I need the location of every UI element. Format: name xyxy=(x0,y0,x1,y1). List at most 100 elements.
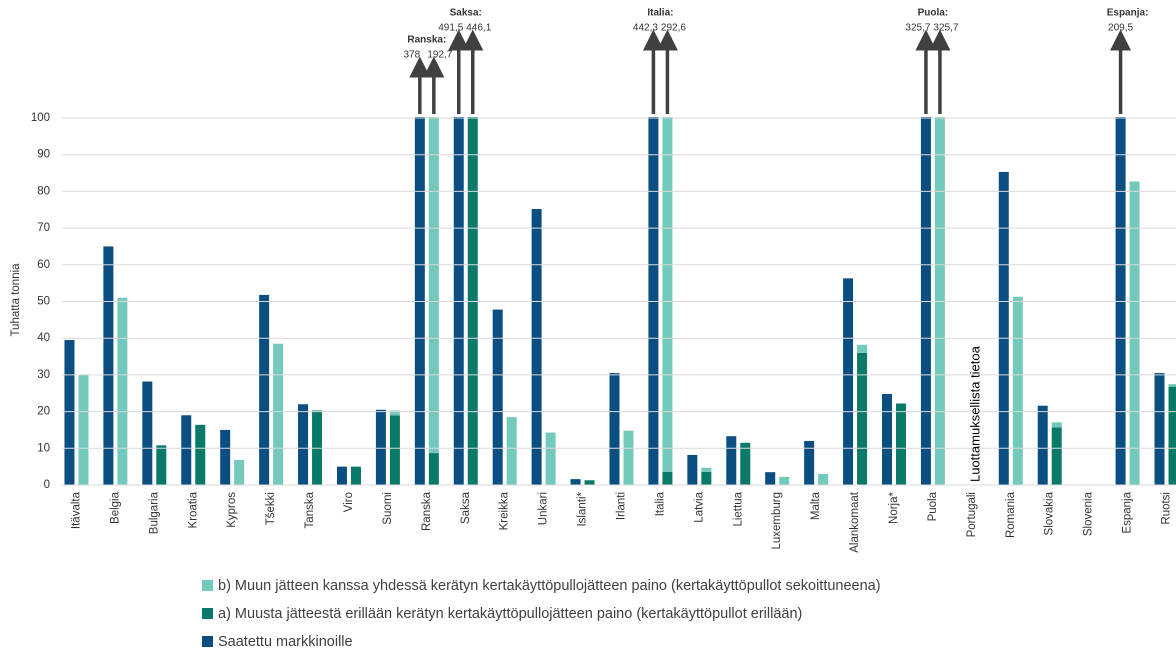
bar xyxy=(375,409,386,485)
bar xyxy=(1037,405,1048,485)
x-tick-label: Kroatia xyxy=(187,491,199,528)
bar xyxy=(726,436,737,485)
y-axis-label: Tuhatta tonnia xyxy=(10,263,22,337)
y-tick-label: 0 xyxy=(44,479,50,491)
bar xyxy=(881,393,892,485)
bar-segment xyxy=(156,445,167,485)
x-tick-label: Irlanti xyxy=(616,492,628,520)
bar-segment xyxy=(273,343,284,485)
x-tick-label: Espanja xyxy=(1122,491,1134,533)
annotation-title: Espanja: xyxy=(1107,8,1149,19)
y-tick-label: 50 xyxy=(37,296,50,308)
bar-segment xyxy=(545,432,556,485)
bar xyxy=(570,479,581,485)
y-tick-label: 60 xyxy=(37,259,50,271)
y-tick-label: 70 xyxy=(37,222,50,234)
bar-segment xyxy=(1012,296,1023,485)
legend-swatch xyxy=(202,580,213,591)
x-tick-label: Kypros xyxy=(226,492,238,528)
bar xyxy=(998,171,1009,485)
bar-segment xyxy=(389,415,400,485)
annotation-label: 325,7 xyxy=(905,23,930,34)
x-tick-label: Viro xyxy=(343,492,355,512)
y-tick-label: 20 xyxy=(37,406,50,418)
bar xyxy=(492,309,503,485)
x-tick-label: Malta xyxy=(810,491,822,520)
bar xyxy=(804,440,815,485)
bar xyxy=(103,246,114,485)
legend-swatch xyxy=(202,636,213,647)
bar xyxy=(687,454,698,485)
x-tick-label: Ruotsi xyxy=(1161,492,1173,525)
legend-swatch xyxy=(202,608,213,619)
bar xyxy=(64,340,75,485)
legend-label: a) Muusta jätteestä erillään kerätyn ker… xyxy=(218,606,802,622)
annotation-label: 378 xyxy=(403,50,420,61)
bar-segment xyxy=(117,297,128,485)
bar xyxy=(765,472,776,485)
annotation-label: 325,7 xyxy=(933,23,958,34)
bar xyxy=(1154,373,1165,485)
bar-segment xyxy=(312,410,323,485)
bar-segment xyxy=(779,476,790,485)
bar-segment xyxy=(818,473,829,485)
bar-segment xyxy=(428,453,439,485)
bar-segment xyxy=(1168,386,1176,485)
bar xyxy=(609,373,620,485)
bar-segment xyxy=(1129,181,1140,485)
bar xyxy=(336,466,347,485)
y-tick-label: 90 xyxy=(37,149,50,161)
x-tick-label: Unkari xyxy=(538,492,550,525)
y-tick-label: 10 xyxy=(37,442,50,454)
y-tick-label: 30 xyxy=(37,369,50,381)
bar xyxy=(843,278,854,485)
plot-area xyxy=(64,117,1176,486)
annotation-title: Puola: xyxy=(918,8,949,19)
legend-label: Saatettu markkinoille xyxy=(218,634,353,650)
bar-segment xyxy=(623,430,634,485)
annotation-label: 292,6 xyxy=(661,23,686,34)
bar-segment xyxy=(1051,427,1062,485)
annotation-title: Italia: xyxy=(647,8,673,19)
bar xyxy=(298,404,309,485)
bar-segment xyxy=(428,117,439,454)
bar-segment xyxy=(389,410,400,416)
annotation-title: Ranska: xyxy=(407,35,446,46)
bar-segment xyxy=(78,374,89,485)
bar-segment xyxy=(506,417,517,485)
bar-segment xyxy=(662,471,673,485)
y-tick-label: 40 xyxy=(37,332,50,344)
x-tick-label: Luxemburg xyxy=(771,492,783,550)
annotation-label: 446,1 xyxy=(466,23,491,34)
bar-segment xyxy=(350,466,361,485)
annotation-title: Saksa: xyxy=(450,8,482,19)
x-tick-label: Saksa xyxy=(460,491,472,524)
x-tick-label: Tanska xyxy=(304,491,316,528)
x-tick-label: Alankomaat xyxy=(849,491,861,553)
x-tick-label: Latvia xyxy=(693,491,705,522)
bar xyxy=(220,429,231,485)
bar-segment xyxy=(895,403,906,485)
x-tick-label: Ranska xyxy=(421,491,433,531)
bar-segment xyxy=(740,442,751,485)
x-tick-label: Tšekki xyxy=(265,492,277,525)
x-tick-label: Kreikka xyxy=(499,491,511,530)
x-tick-label: Portugali xyxy=(966,492,978,537)
bar-segment xyxy=(701,471,712,485)
x-tick-label: Italia xyxy=(654,491,666,516)
bar-segment xyxy=(662,117,673,472)
x-tick-label: Bulgaria xyxy=(148,491,160,534)
x-tick-label: Norja* xyxy=(888,491,900,523)
x-tick-label: Slovakia xyxy=(1044,491,1056,535)
x-tick-label: Romania xyxy=(1005,491,1017,538)
y-tick-label: 80 xyxy=(37,185,50,197)
bar-segment xyxy=(195,424,206,485)
bar xyxy=(142,381,153,485)
x-tick-label: Belgia xyxy=(109,491,121,524)
x-tick-label: Islanti* xyxy=(577,491,589,526)
bar-segment xyxy=(584,480,595,485)
bar-segment xyxy=(857,352,868,485)
bar xyxy=(181,415,192,485)
